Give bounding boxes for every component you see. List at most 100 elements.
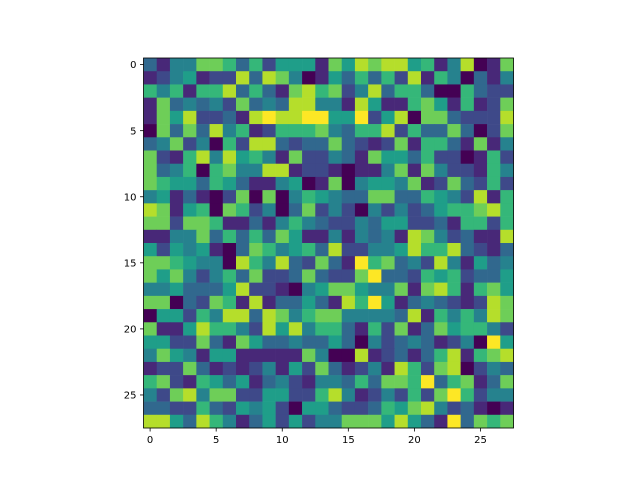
heatmap-cell: [381, 216, 395, 231]
heatmap-cell: [421, 243, 435, 257]
heatmap-cell: [447, 150, 461, 165]
heatmap-cell: [288, 229, 303, 244]
heatmap-cell: [196, 150, 210, 165]
heatmap-cell: [169, 190, 184, 204]
heatmap-cell: [169, 282, 184, 297]
heatmap-cell: [434, 124, 448, 138]
x-tick-label: 5: [213, 435, 219, 446]
heatmap-cell: [209, 58, 224, 72]
heatmap-cell: [447, 282, 461, 297]
y-tick-label: 15: [124, 258, 137, 269]
heatmap-cell: [222, 414, 237, 429]
heatmap-cell: [249, 309, 263, 323]
heatmap-cell: [421, 322, 435, 336]
heatmap-cell: [156, 282, 171, 297]
heatmap-cell: [169, 335, 184, 350]
heatmap-cell: [341, 203, 356, 217]
y-tick-label: 10: [124, 192, 137, 203]
heatmap-cell: [341, 375, 356, 389]
heatmap-cell: [434, 243, 448, 257]
heatmap-cell: [275, 388, 290, 402]
heatmap-cell: [156, 375, 171, 389]
heatmap-cell: [262, 71, 276, 85]
heatmap-cell: [500, 243, 514, 257]
heatmap-cell: [341, 124, 356, 138]
heatmap-cell: [421, 335, 435, 350]
heatmap-cell: [209, 216, 224, 231]
heatmap-cell: [487, 58, 501, 72]
heatmap-cell: [156, 84, 171, 98]
heatmap-cell: [169, 124, 184, 138]
heatmap-cell: [236, 150, 250, 165]
heatmap-cell: [249, 361, 263, 376]
heatmap-cell: [421, 84, 435, 98]
heatmap-cell: [381, 84, 395, 98]
heatmap-cell: [288, 309, 303, 323]
heatmap-cell: [354, 361, 369, 376]
heatmap-cell: [249, 176, 263, 191]
heatmap-cell: [487, 163, 501, 178]
heatmap-cell: [447, 110, 461, 125]
heatmap-cell: [394, 124, 409, 138]
heatmap-cell: [275, 203, 290, 217]
heatmap-cell: [262, 388, 276, 402]
heatmap-cell: [196, 256, 210, 270]
heatmap-cell: [394, 203, 409, 217]
heatmap-cell: [249, 163, 263, 178]
heatmap-cell: [473, 203, 488, 217]
heatmap-cell: [487, 322, 501, 336]
heatmap-cell: [315, 388, 329, 402]
heatmap-cell: [143, 322, 158, 336]
heatmap-cell: [222, 256, 237, 270]
heatmap-cell: [407, 176, 422, 191]
heatmap-cell: [183, 348, 197, 363]
heatmap-cell: [447, 229, 461, 244]
heatmap-cell: [275, 309, 290, 323]
heatmap-cell: [196, 361, 210, 376]
heatmap-cell: [421, 229, 435, 244]
heatmap-cell: [315, 150, 329, 165]
heatmap-cell: [315, 71, 329, 85]
heatmap-cell: [196, 97, 210, 112]
heatmap-cell: [275, 243, 290, 257]
heatmap-cell: [222, 71, 237, 85]
heatmap-cell: [407, 58, 422, 72]
heatmap-cell: [183, 322, 197, 336]
heatmap-cell: [236, 229, 250, 244]
heatmap-cell: [407, 190, 422, 204]
heatmap-cell: [354, 322, 369, 336]
heatmap-cell: [368, 309, 382, 323]
heatmap-cell: [315, 361, 329, 376]
heatmap-cell: [394, 256, 409, 270]
heatmap-cell: [394, 176, 409, 191]
heatmap-cell: [222, 375, 237, 389]
heatmap-cell: [169, 375, 184, 389]
heatmap-cell: [381, 137, 395, 151]
heatmap-cell: [288, 388, 303, 402]
heatmap-cell: [249, 216, 263, 231]
heatmap-cell: [487, 110, 501, 125]
x-tick-label: 20: [408, 435, 421, 446]
heatmap-cell: [209, 84, 224, 98]
heatmap-cell: [354, 243, 369, 257]
heatmap-cell: [407, 361, 422, 376]
heatmap-cell: [421, 295, 435, 310]
heatmap-cell: [262, 97, 276, 112]
heatmap-cell: [302, 309, 316, 323]
heatmap-cell: [407, 71, 422, 85]
heatmap-cell: [328, 229, 343, 244]
heatmap-cell: [368, 216, 382, 231]
heatmap-cell: [407, 84, 422, 98]
heatmap-cell: [209, 375, 224, 389]
heatmap-cell: [302, 150, 316, 165]
heatmap-cell: [302, 282, 316, 297]
heatmap-cell: [222, 361, 237, 376]
heatmap-cell: [500, 163, 514, 178]
heatmap-cell: [169, 97, 184, 112]
heatmap-cell: [183, 97, 197, 112]
heatmap-cell: [169, 110, 184, 125]
heatmap-cell: [381, 71, 395, 85]
heatmap-cell: [209, 295, 224, 310]
heatmap-cell: [341, 256, 356, 270]
heatmap-cell: [487, 361, 501, 376]
